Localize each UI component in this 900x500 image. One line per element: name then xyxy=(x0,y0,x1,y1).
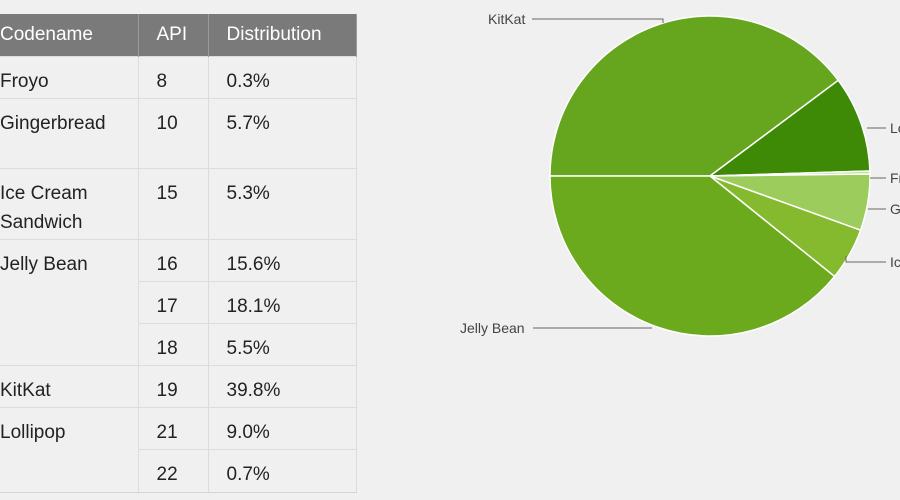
table-row: Ice Cream Sandwich 15 5.3% xyxy=(0,168,357,240)
cell-distribution: 5.3% xyxy=(208,168,357,240)
cell-codename xyxy=(0,281,139,324)
distribution-table: Codename API Distribution Froyo 8 0.3% G… xyxy=(0,14,357,492)
pie-slice-kitkat xyxy=(549,15,840,177)
pie-label-kitkat: KitKat xyxy=(488,11,525,27)
cell-codename: Ice Cream Sandwich xyxy=(0,168,139,240)
cell-distribution: 18.1% xyxy=(208,281,357,324)
table-row: Jelly Bean 16 15.6% xyxy=(0,239,357,282)
cell-api: 15 xyxy=(138,168,209,240)
header-codename: Codename xyxy=(0,14,139,57)
pie-label-gingerbread: G xyxy=(890,201,900,217)
cell-distribution: 0.3% xyxy=(208,56,357,99)
header-api: API xyxy=(138,14,209,57)
cell-distribution: 5.5% xyxy=(208,323,357,366)
cell-codename xyxy=(0,449,139,492)
cell-api: 21 xyxy=(138,407,209,450)
cell-distribution: 9.0% xyxy=(208,407,357,450)
cell-distribution: 39.8% xyxy=(208,365,357,408)
cell-codename: Jelly Bean xyxy=(0,239,139,282)
pie-label-ice-cream-sandwich: Ic xyxy=(890,254,900,270)
cell-codename: Froyo xyxy=(0,56,139,99)
cell-codename: Lollipop xyxy=(0,407,139,450)
cell-codename: KitKat xyxy=(0,365,139,408)
pie-leader-line xyxy=(532,18,664,23)
cell-api: 17 xyxy=(138,281,209,324)
cell-api: 18 xyxy=(138,323,209,366)
pie-leader-line xyxy=(845,256,886,263)
table-row: 17 18.1% xyxy=(0,281,357,324)
pie-label-froyo: Fr xyxy=(890,170,900,186)
cell-api: 22 xyxy=(138,449,209,492)
table-row: Froyo 8 0.3% xyxy=(0,56,357,99)
pie-slice-jelly-bean xyxy=(549,175,836,337)
pie-chart: KitKat Lo Fr G Ic Jelly Bean xyxy=(460,11,900,337)
cell-api: 8 xyxy=(138,56,209,99)
cell-distribution: 0.7% xyxy=(208,449,357,492)
cell-api: 19 xyxy=(138,365,209,408)
pie-slice-lollipop xyxy=(707,79,871,177)
cell-api: 10 xyxy=(138,98,209,169)
pie-label-jelly-bean: Jelly Bean xyxy=(460,320,525,336)
table-row: Gingerbread 10 5.7% xyxy=(0,98,357,169)
table-header-row: Codename API Distribution xyxy=(0,14,357,57)
table-row: KitKat 19 39.8% xyxy=(0,365,357,408)
cell-codename: Gingerbread xyxy=(0,98,139,169)
cell-distribution: 15.6% xyxy=(208,239,357,282)
cell-distribution: 5.7% xyxy=(208,98,357,169)
table-row: Lollipop 21 9.0% xyxy=(0,407,357,450)
distribution-table-container: Codename API Distribution Froyo 8 0.3% G… xyxy=(0,14,357,493)
pie-label-lollipop: Lo xyxy=(890,120,900,136)
cell-codename xyxy=(0,323,139,366)
table-row: 18 5.5% xyxy=(0,323,357,366)
cell-api: 16 xyxy=(138,239,209,282)
header-distribution: Distribution xyxy=(208,14,357,57)
table-row: 22 0.7% xyxy=(0,449,357,492)
